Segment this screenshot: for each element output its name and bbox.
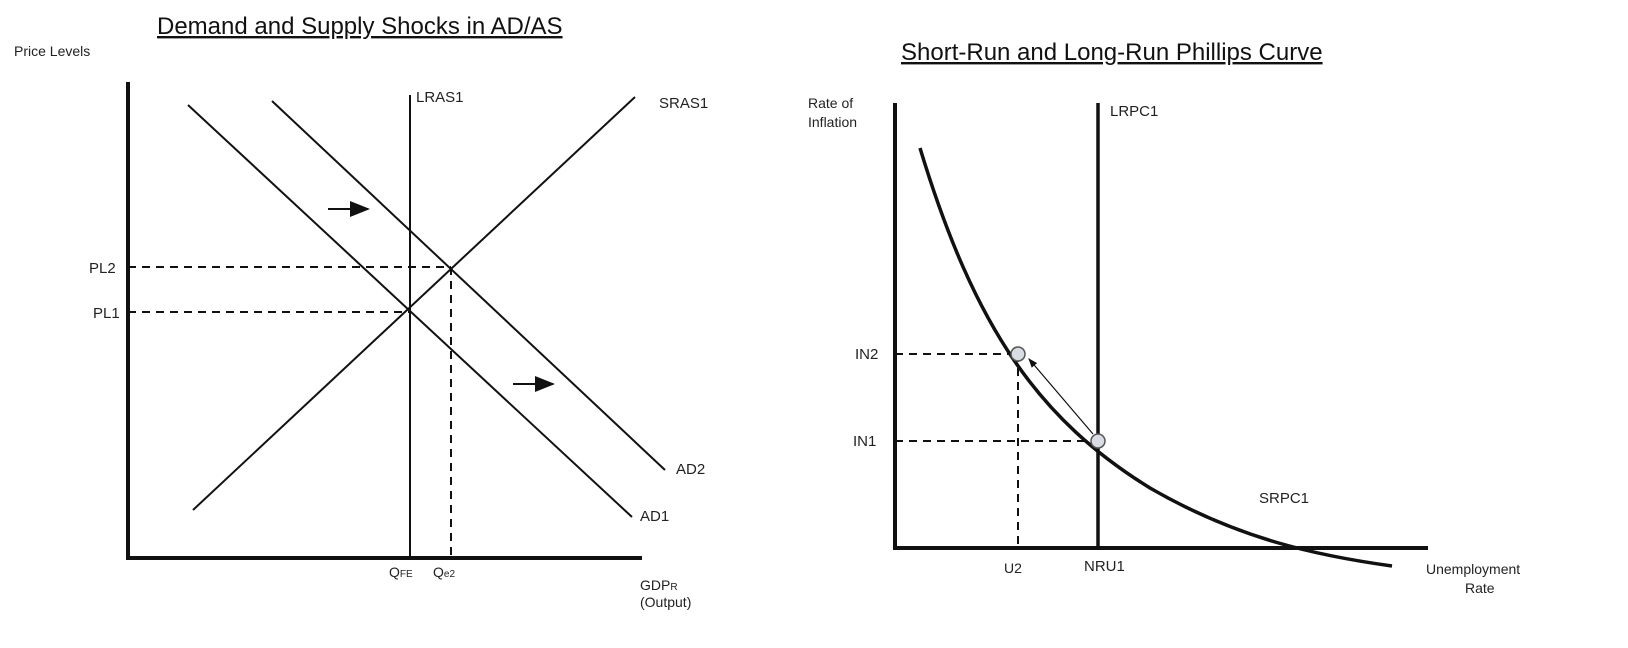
sras1-label: SRAS1 [659, 95, 708, 112]
ad-as-title: Demand and Supply Shocks in AD/AS [157, 13, 563, 40]
u2-tick-label: U2 [1004, 560, 1022, 576]
in1-tick-label: IN1 [853, 433, 876, 450]
srpc1-curve [918, 147, 1393, 568]
lrpc1-label: LRPC1 [1110, 103, 1158, 120]
gdp-axis-label: GDPR [640, 577, 678, 593]
phillips-axes [893, 103, 1428, 550]
ad-as-chart: Demand and Supply Shocks in AD/AS Price … [14, 13, 708, 610]
output-axis-note: (Output) [640, 594, 691, 610]
ad2-label: AD2 [676, 461, 705, 478]
inflation-axis-label-line2: Inflation [808, 114, 857, 130]
pl1-tick-label: PL1 [93, 305, 120, 322]
phillips-title: Short-Run and Long-Run Phillips Curve [901, 39, 1323, 66]
lras1-label: LRAS1 [416, 89, 464, 106]
ad2-line [271, 100, 666, 471]
point-u2-in2 [1010, 346, 1026, 362]
qfe-tick-label: QFE [389, 564, 413, 580]
in2-tick-label: IN2 [855, 346, 878, 363]
nru1-tick-label: NRU1 [1084, 558, 1125, 575]
unemployment-axis-label-line1: Unemployment [1426, 561, 1520, 577]
ad-as-axes [126, 82, 642, 560]
price-levels-axis-label: Price Levels [14, 43, 90, 59]
unemployment-axis-label-line2: Rate [1465, 580, 1495, 596]
pl2-tick-label: PL2 [89, 260, 116, 277]
inflation-axis-label-line1: Rate of [808, 95, 853, 111]
ad1-line [187, 104, 633, 518]
srpc1-label: SRPC1 [1259, 490, 1309, 507]
phillips-curve-chart: Short-Run and Long-Run Phillips Curve Ra… [808, 39, 1520, 596]
point-nru1-in1 [1090, 433, 1106, 449]
sras1-line [192, 96, 636, 511]
qe2-tick-label: Qe2 [433, 564, 455, 580]
movement-arrow-icon [1028, 358, 1094, 435]
ad1-label: AD1 [640, 508, 669, 525]
